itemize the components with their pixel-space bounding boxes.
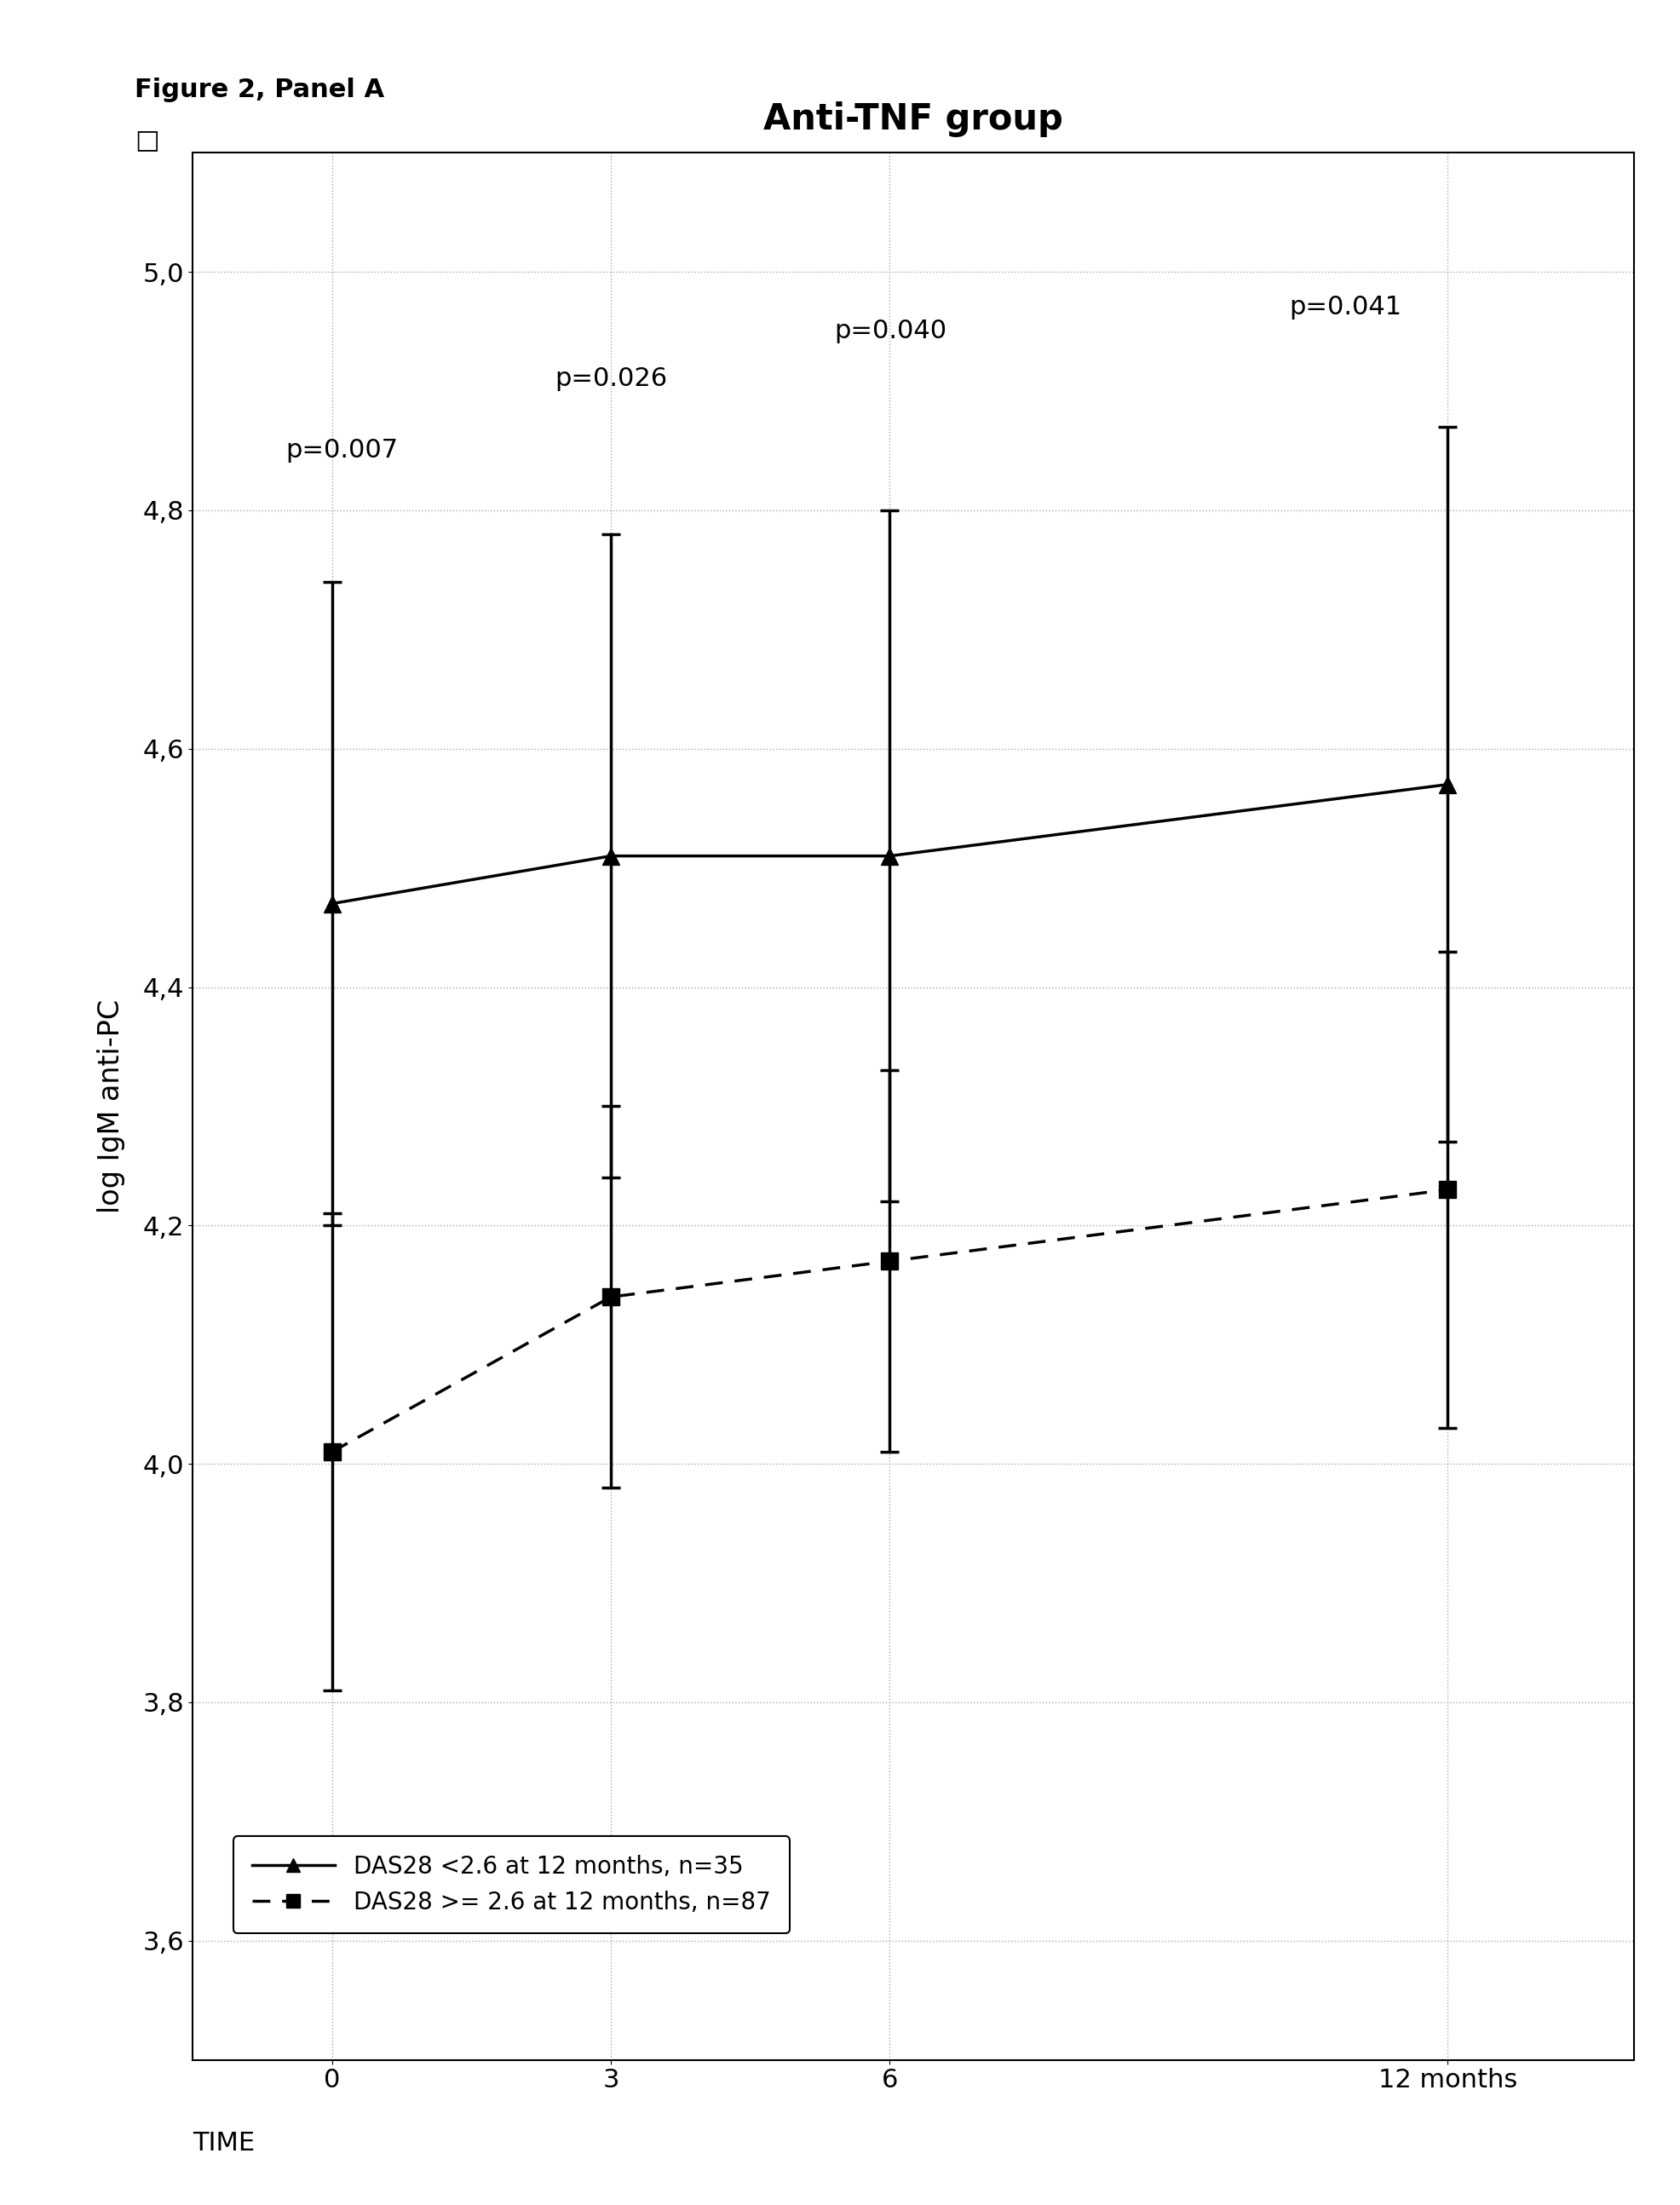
Text: TIME: TIME <box>193 2132 255 2156</box>
Text: p=0.041: p=0.041 <box>1290 295 1403 320</box>
Text: p=0.040: p=0.040 <box>833 320 946 344</box>
Text: p=0.007: p=0.007 <box>286 439 398 463</box>
Legend: DAS28 <2.6 at 12 months, n=35, DAS28 >= 2.6 at 12 months, n=87: DAS28 <2.6 at 12 months, n=35, DAS28 >= … <box>234 1837 790 1934</box>
Text: □: □ <box>134 128 160 152</box>
Title: Anti-TNF group: Anti-TNF group <box>763 101 1063 137</box>
Y-axis label: log IgM anti-PC: log IgM anti-PC <box>97 999 124 1213</box>
Text: Figure 2, Panel A: Figure 2, Panel A <box>134 77 385 101</box>
Text: p=0.026: p=0.026 <box>554 366 667 390</box>
